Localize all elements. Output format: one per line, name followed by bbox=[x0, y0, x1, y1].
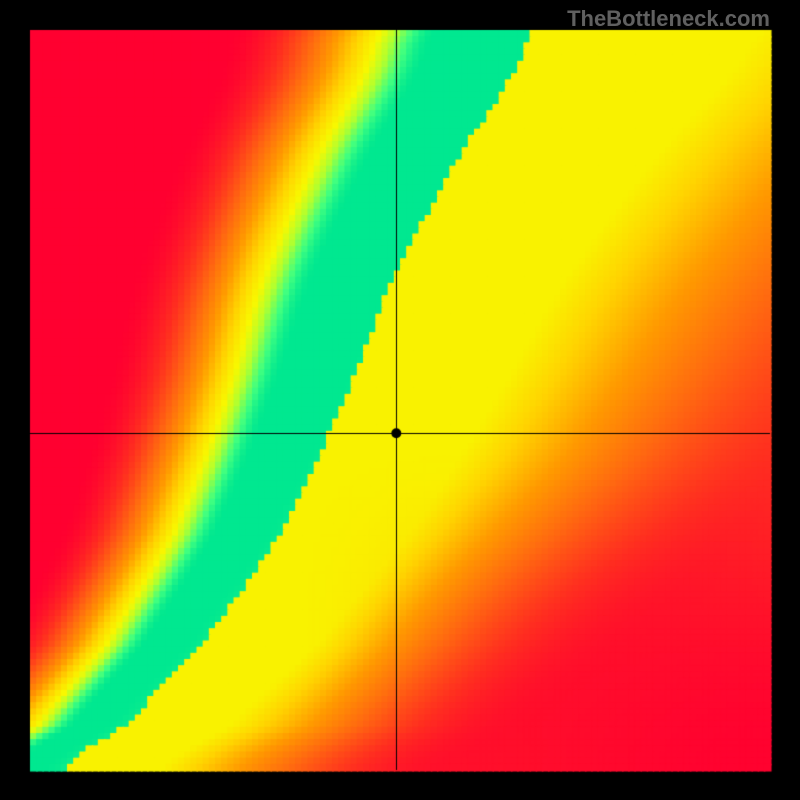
bottleneck-heatmap bbox=[0, 0, 800, 800]
watermark-text: TheBottleneck.com bbox=[567, 6, 770, 32]
